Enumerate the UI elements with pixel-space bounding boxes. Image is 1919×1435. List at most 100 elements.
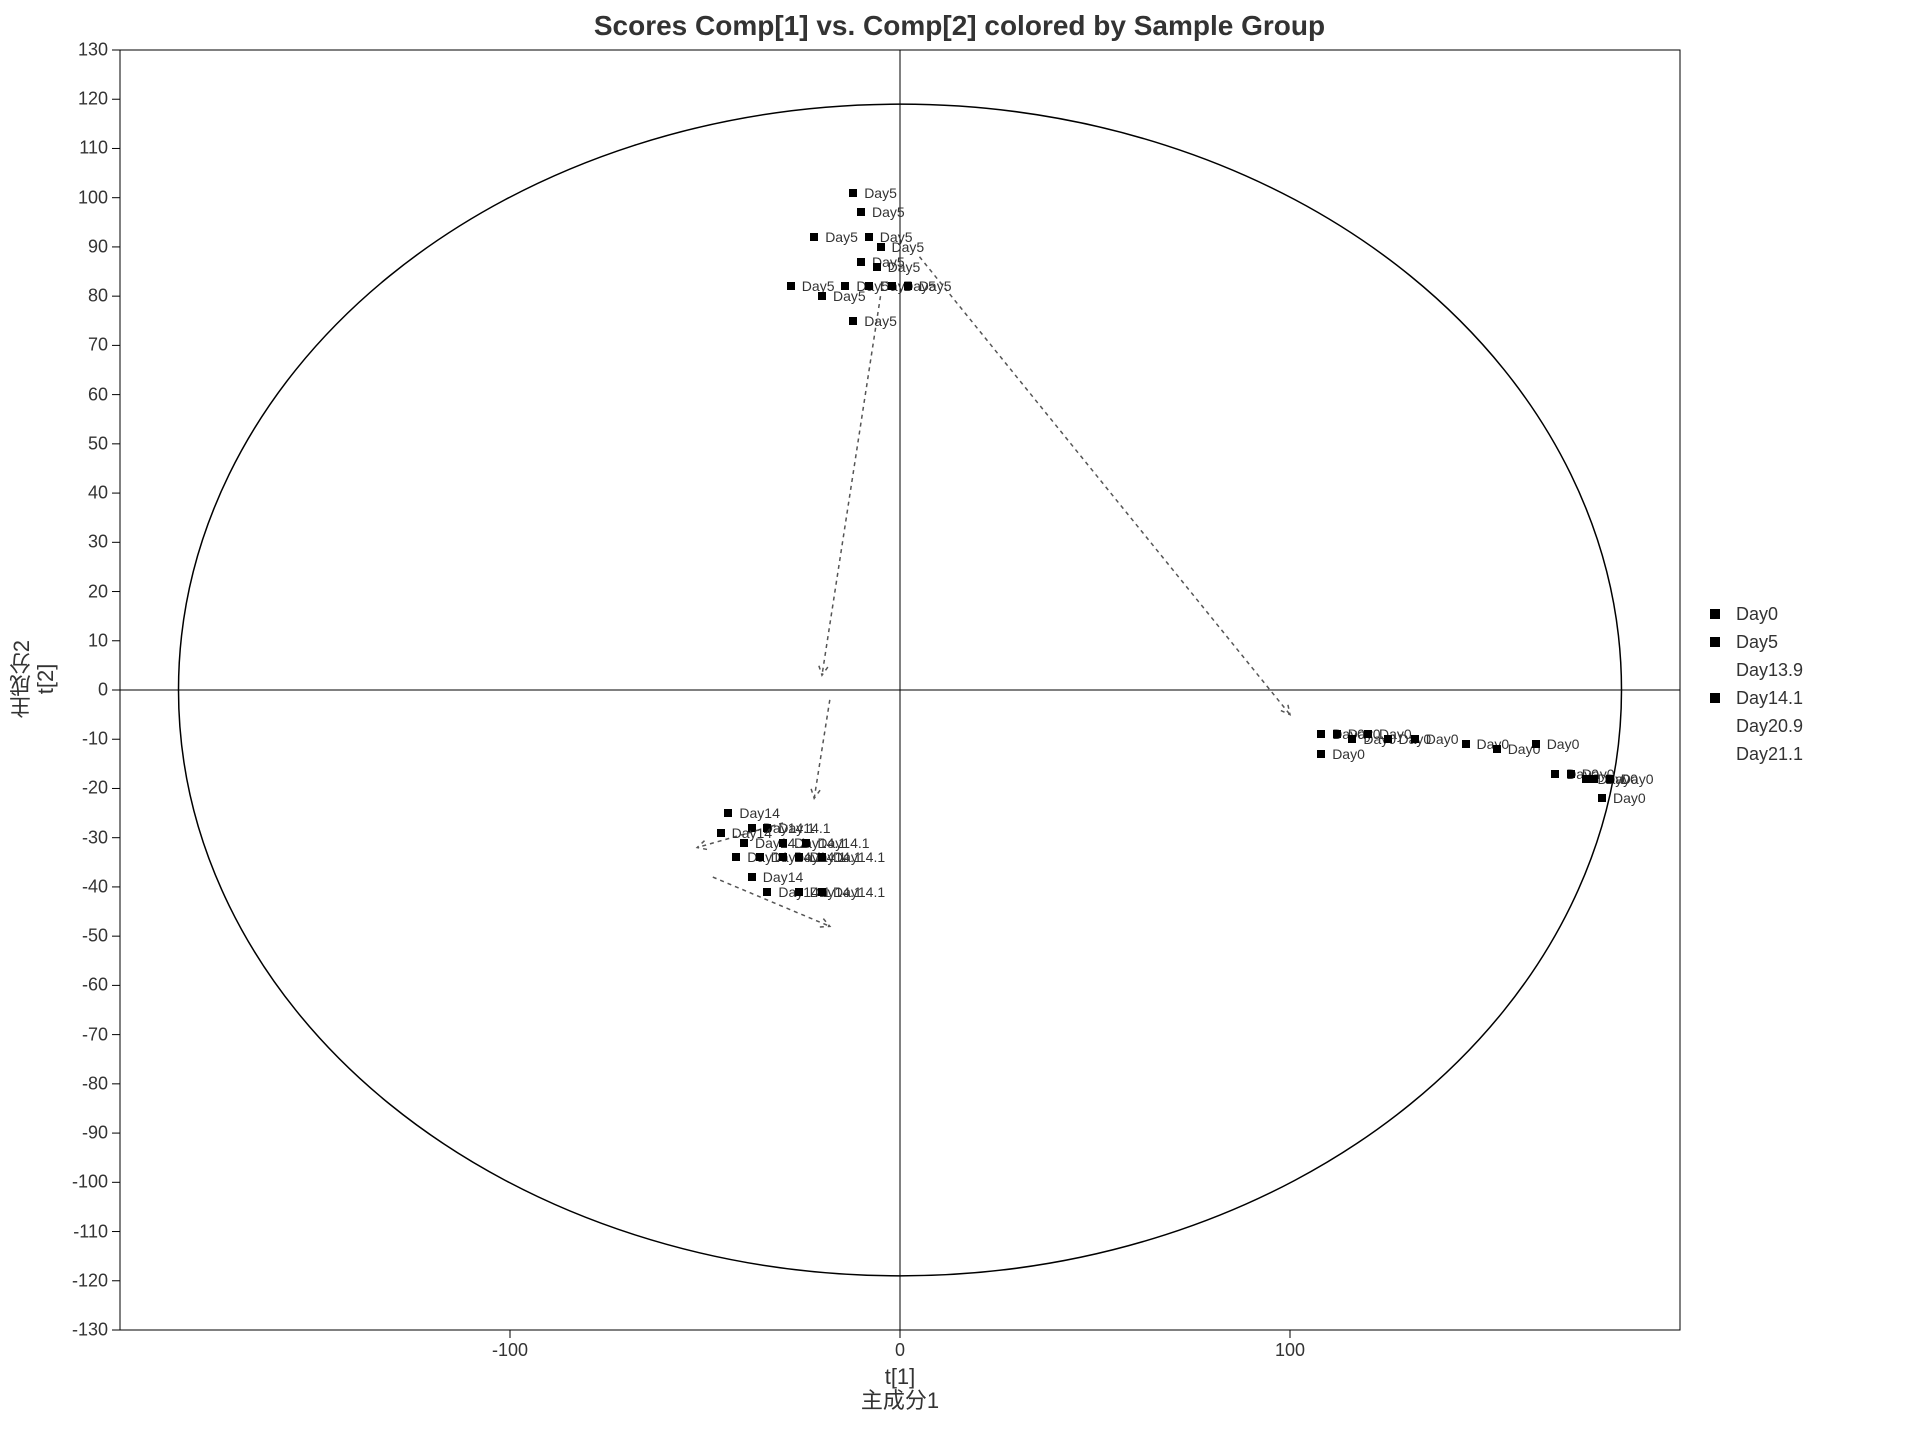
- x-axis-label-1: t[1]: [885, 1364, 916, 1389]
- y-tick-label: 30: [58, 532, 108, 553]
- data-point: [857, 258, 865, 266]
- data-point: [818, 292, 826, 300]
- data-point-label: Day5: [919, 278, 952, 294]
- data-point: [873, 263, 881, 271]
- y-tick-label: 20: [58, 581, 108, 602]
- legend-label: Day13.9: [1736, 660, 1803, 681]
- y-tick-label: -110: [58, 1221, 108, 1242]
- data-point: [857, 208, 865, 216]
- data-point: [1598, 794, 1606, 802]
- legend-label: Day21.1: [1736, 744, 1803, 765]
- y-tick-label: -20: [58, 778, 108, 799]
- y-tick-label: 0: [58, 680, 108, 701]
- data-point: [865, 233, 873, 241]
- legend-item: Day20.9: [1710, 712, 1803, 740]
- y-tick-label: 60: [58, 384, 108, 405]
- data-point-label: Day14: [763, 869, 803, 885]
- data-point: [849, 189, 857, 197]
- data-point: [810, 233, 818, 241]
- data-point: [1493, 745, 1501, 753]
- data-point-label: Day0: [1547, 736, 1580, 752]
- y-tick-label: 40: [58, 483, 108, 504]
- data-point-label: Day14.1: [817, 835, 869, 851]
- page: Scores Comp[1] vs. Comp[2] colored by Sa…: [0, 0, 1919, 1435]
- legend-marker-icon: [1710, 693, 1720, 703]
- data-point: [841, 282, 849, 290]
- data-point-label: Day14.1: [833, 849, 885, 865]
- legend-label: Day5: [1736, 632, 1778, 653]
- data-point-label: Day0: [1613, 790, 1646, 806]
- data-point: [1606, 775, 1614, 783]
- data-point-label: Day0: [1621, 771, 1654, 787]
- data-point: [763, 888, 771, 896]
- x-axis-label-2: 主成分1: [861, 1388, 939, 1413]
- data-point: [877, 243, 885, 251]
- data-point-label: Day0: [1332, 746, 1365, 762]
- y-tick-label: 100: [58, 187, 108, 208]
- y-tick-label: 50: [58, 433, 108, 454]
- data-point: [818, 853, 826, 861]
- legend-label: Day0: [1736, 604, 1778, 625]
- data-point-label: Day5: [864, 185, 897, 201]
- legend-marker-icon: [1710, 637, 1720, 647]
- plot-area: -1000100-130-120-110-100-90-80-70-60-50-…: [120, 50, 1680, 1330]
- y-tick-label: -80: [58, 1073, 108, 1094]
- data-point-label: Day5: [825, 229, 858, 245]
- data-point: [740, 839, 748, 847]
- data-point: [1317, 750, 1325, 758]
- data-point: [756, 853, 764, 861]
- y-tick-label: -90: [58, 1123, 108, 1144]
- x-tick-label: 0: [895, 1340, 905, 1361]
- legend-marker-icon: [1710, 609, 1720, 619]
- data-point: [748, 873, 756, 881]
- y-tick-label: -30: [58, 827, 108, 848]
- data-point: [1462, 740, 1470, 748]
- legend-label: Day14.1: [1736, 688, 1803, 709]
- data-point-label: Day5: [892, 239, 925, 255]
- y-tick-label: 80: [58, 286, 108, 307]
- data-point: [1317, 730, 1325, 738]
- data-point: [1348, 735, 1356, 743]
- y-tick-label: 120: [58, 89, 108, 110]
- data-point-label: Day14.1: [778, 820, 830, 836]
- data-point-label: Day0: [1426, 731, 1459, 747]
- y-tick-label: 10: [58, 630, 108, 651]
- y-tick-label: -10: [58, 729, 108, 750]
- data-point: [724, 809, 732, 817]
- data-point: [717, 829, 725, 837]
- y-tick-label: -70: [58, 1024, 108, 1045]
- data-point: [904, 282, 912, 290]
- data-point-label: Day14: [739, 805, 779, 821]
- y-tick-label: 130: [58, 40, 108, 61]
- data-point: [865, 282, 873, 290]
- data-point: [1384, 735, 1392, 743]
- y-tick-label: -40: [58, 876, 108, 897]
- data-point: [732, 853, 740, 861]
- data-point: [1551, 770, 1559, 778]
- y-tick-label: -50: [58, 926, 108, 947]
- data-point: [1567, 770, 1575, 778]
- x-tick-label: -100: [492, 1340, 528, 1361]
- legend-item: Day5: [1710, 628, 1803, 656]
- data-point-label: Day5: [888, 259, 921, 275]
- data-point: [1411, 735, 1419, 743]
- data-point: [888, 282, 896, 290]
- legend-label: Day20.9: [1736, 716, 1803, 737]
- legend-item: Day21.1: [1710, 740, 1803, 768]
- data-point-label: Day5: [864, 313, 897, 329]
- x-axis-label: t[1] 主成分1: [120, 1365, 1680, 1413]
- data-point: [818, 888, 826, 896]
- data-point: [787, 282, 795, 290]
- data-point: [795, 853, 803, 861]
- y-tick-label: 110: [58, 138, 108, 159]
- data-point: [1532, 740, 1540, 748]
- data-point: [849, 317, 857, 325]
- y-axis-label-1: 主成分2: [9, 640, 34, 718]
- y-tick-label: -130: [58, 1320, 108, 1341]
- data-point-label: Day5: [872, 204, 905, 220]
- legend-item: Day14.1: [1710, 684, 1803, 712]
- data-point: [1364, 730, 1372, 738]
- y-tick-label: 90: [58, 236, 108, 257]
- y-tick-label: 70: [58, 335, 108, 356]
- data-point: [795, 888, 803, 896]
